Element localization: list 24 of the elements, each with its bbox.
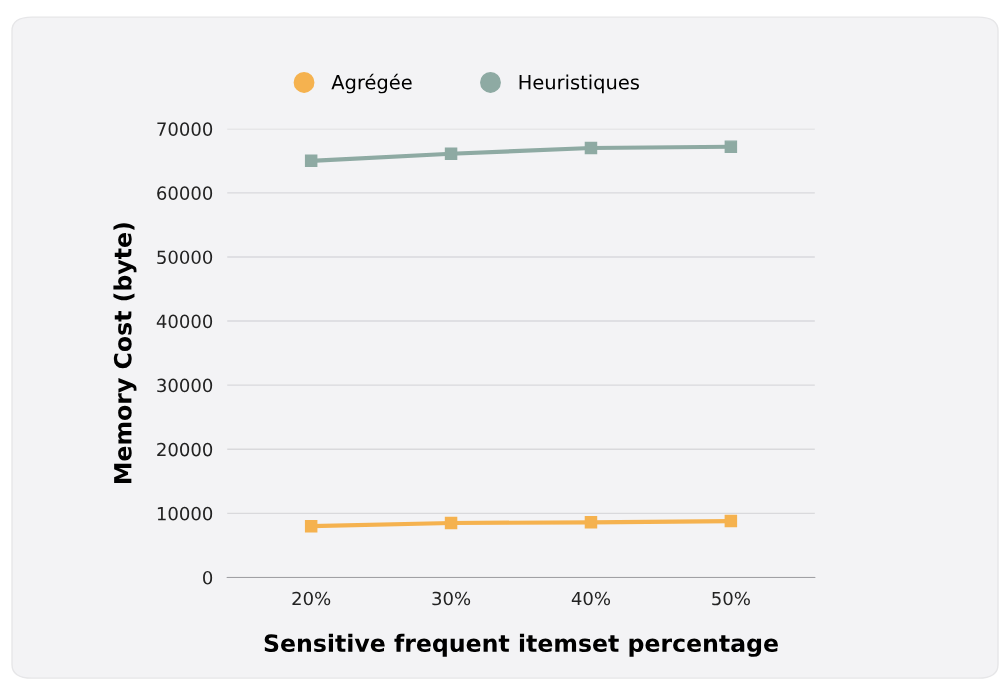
- point: [444, 516, 458, 530]
- x-tick-label: 50%: [712, 591, 750, 606]
- point: [584, 141, 598, 155]
- legend-label: Agrégée: [331, 73, 412, 94]
- point: [304, 154, 318, 168]
- x-tick-label: 30%: [432, 591, 471, 606]
- y-tick-label: 0: [203, 570, 213, 585]
- legend-label: Heuristiques: [519, 74, 639, 94]
- x-tick-label: 20%: [292, 591, 331, 606]
- point: [304, 519, 318, 533]
- y-tick-label: 50000: [157, 250, 213, 265]
- point: [444, 147, 458, 161]
- x-axis-title: Sensitive frequent itemset percentage: [264, 633, 778, 657]
- point: [724, 514, 738, 528]
- y-tick-label: 70000: [157, 122, 213, 136]
- y-tick-label: 10000: [157, 506, 213, 521]
- y-tick-label: 60000: [157, 186, 213, 200]
- y-tick-label: 30000: [157, 378, 213, 393]
- y-axis-title: Memory Cost (byte): [113, 223, 137, 483]
- y-tick-label: 40000: [156, 314, 213, 329]
- point: [584, 516, 598, 529]
- point: [724, 140, 738, 153]
- y-tick-label: 20000: [157, 442, 213, 457]
- x-tick-label: 40%: [571, 591, 611, 606]
